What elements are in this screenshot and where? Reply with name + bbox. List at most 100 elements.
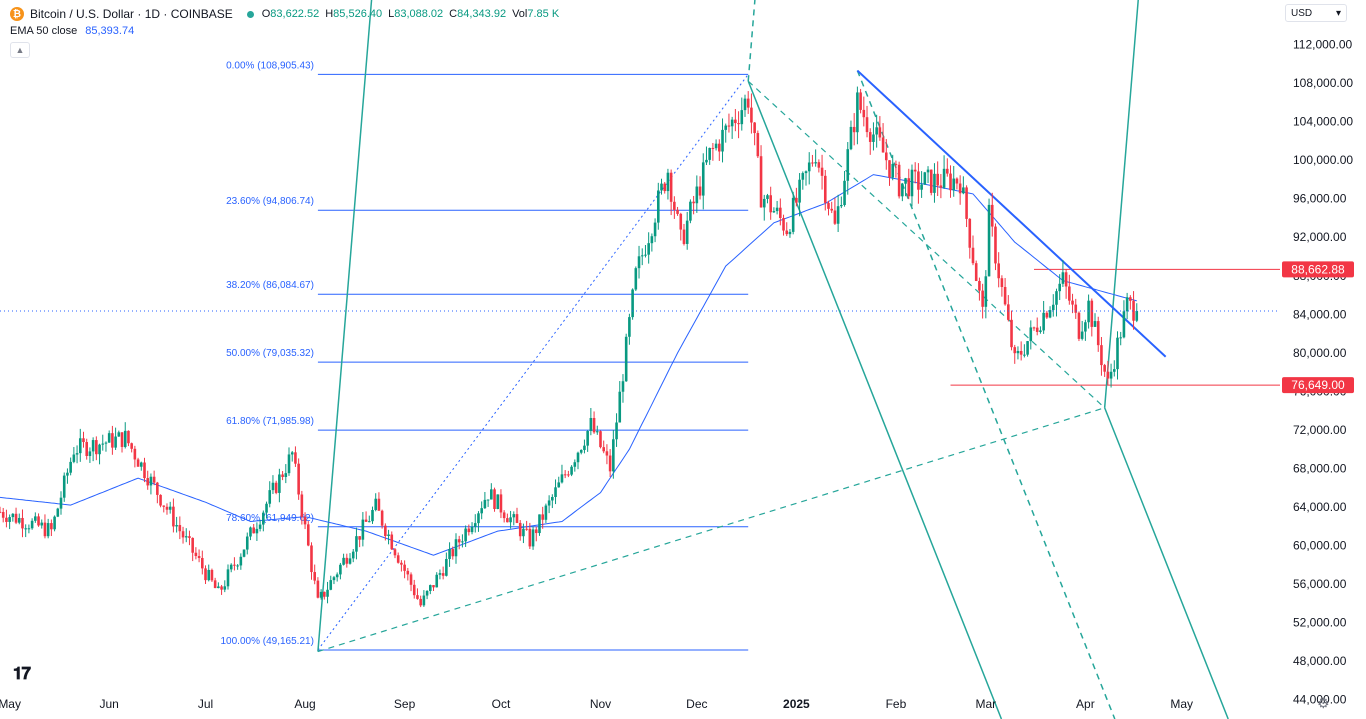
candle-body <box>605 451 609 456</box>
candle-body <box>727 125 731 127</box>
candle-body <box>5 517 8 522</box>
candle-body <box>589 417 593 431</box>
candle-body <box>181 531 185 538</box>
candle-body <box>406 570 410 575</box>
candle-body <box>117 432 121 437</box>
currency-selector[interactable]: USD ▾ <box>1285 4 1347 22</box>
candle-body <box>608 455 612 472</box>
candle-body <box>936 173 939 186</box>
candle-body <box>541 514 544 520</box>
tradingview-logo[interactable]: 𝟏𝟕 <box>13 664 31 683</box>
candle-body <box>204 568 207 581</box>
candle-body <box>801 173 805 180</box>
candle-body <box>1010 319 1013 348</box>
candle-body <box>795 197 798 203</box>
candle-body <box>647 243 650 255</box>
candle-body <box>62 475 66 498</box>
candle-body <box>599 431 602 448</box>
candle-body <box>1093 321 1097 327</box>
candle-body <box>287 454 291 474</box>
candle-body <box>884 152 888 161</box>
x-tick-label: Dec <box>686 697 707 711</box>
candle-body <box>965 187 968 219</box>
candle-body <box>1112 369 1116 372</box>
candle-body <box>384 525 387 537</box>
pitchfork-falling-tine <box>747 80 1003 719</box>
candle-body <box>872 134 875 142</box>
candle-body <box>1084 322 1087 332</box>
candle-body <box>849 126 853 150</box>
candle-body <box>348 558 352 564</box>
candle-body <box>1109 371 1113 379</box>
candle-body <box>522 528 525 537</box>
fib-level-label: 61.80% (71,985.98) <box>226 416 314 427</box>
candle-body <box>939 185 943 188</box>
candle-body <box>191 537 194 553</box>
candle-body <box>984 276 988 307</box>
bitcoin-icon: ₿ <box>10 7 24 21</box>
candle-body <box>168 506 172 510</box>
collapse-legend-button[interactable]: ▲ <box>10 42 30 58</box>
candle-body <box>698 186 702 196</box>
candle-body <box>785 230 789 235</box>
candle-body <box>27 528 31 530</box>
candle-body <box>968 218 972 248</box>
candle-body <box>846 149 850 181</box>
candle-body <box>130 443 133 449</box>
candle-body <box>242 549 246 557</box>
candle-body <box>258 524 262 529</box>
symbol-title[interactable]: Bitcoin / U.S. Dollar · 1D · COINBASE <box>30 7 233 21</box>
candle-body <box>46 523 50 537</box>
candle-body <box>69 461 72 473</box>
candle-body <box>146 478 150 486</box>
candle-body <box>637 256 641 269</box>
candle-body <box>650 236 654 244</box>
candle-body <box>139 462 143 467</box>
candle-body <box>310 545 313 573</box>
candle-body <box>907 178 911 197</box>
candle-body <box>50 523 53 530</box>
candle-body <box>817 162 821 168</box>
candle-body <box>316 580 320 598</box>
candle-body <box>265 503 268 513</box>
candle-body <box>441 573 445 576</box>
candle-body <box>705 159 708 163</box>
fib-level-label: 38.20% (86,084.67) <box>226 280 314 291</box>
y-tick-label: 80,000.00 <box>1293 346 1347 360</box>
candle-body <box>994 226 997 264</box>
candle-body <box>252 527 255 534</box>
candle-body <box>762 198 766 208</box>
candle-body <box>464 528 467 542</box>
candle-body <box>628 317 631 337</box>
candle-body <box>393 549 397 556</box>
fib-level-label: 100.00% (49,165.21) <box>221 636 314 647</box>
candle-body <box>859 92 862 110</box>
ema-legend[interactable]: EMA 50 close 85,393.74 <box>10 25 134 37</box>
candle-body <box>917 171 920 190</box>
candle-body <box>788 231 792 235</box>
settings-gear-icon[interactable]: ⚙ <box>1317 695 1330 711</box>
candle-body <box>1119 337 1123 339</box>
descending-trendline <box>856 69 1167 358</box>
candle-body <box>429 585 432 591</box>
candle-body <box>445 558 448 576</box>
candle-body <box>1026 341 1029 355</box>
x-tick-label: Sep <box>394 697 416 711</box>
candle-body <box>644 254 647 256</box>
candle-body <box>335 574 339 578</box>
candle-body <box>978 280 981 291</box>
x-tick-label: Jun <box>100 697 119 711</box>
candle-body <box>1064 272 1068 287</box>
candle-body <box>380 510 384 526</box>
candle-body <box>1061 272 1065 284</box>
candle-body <box>901 183 904 197</box>
candle-body <box>987 204 991 277</box>
y-tick-label: 100,000.00 <box>1293 153 1353 167</box>
candle-body <box>451 549 455 557</box>
candle-body <box>881 137 885 153</box>
candle-body <box>40 522 44 526</box>
candle-body <box>830 208 833 211</box>
candle-body <box>390 534 394 550</box>
candle-body <box>823 175 827 203</box>
